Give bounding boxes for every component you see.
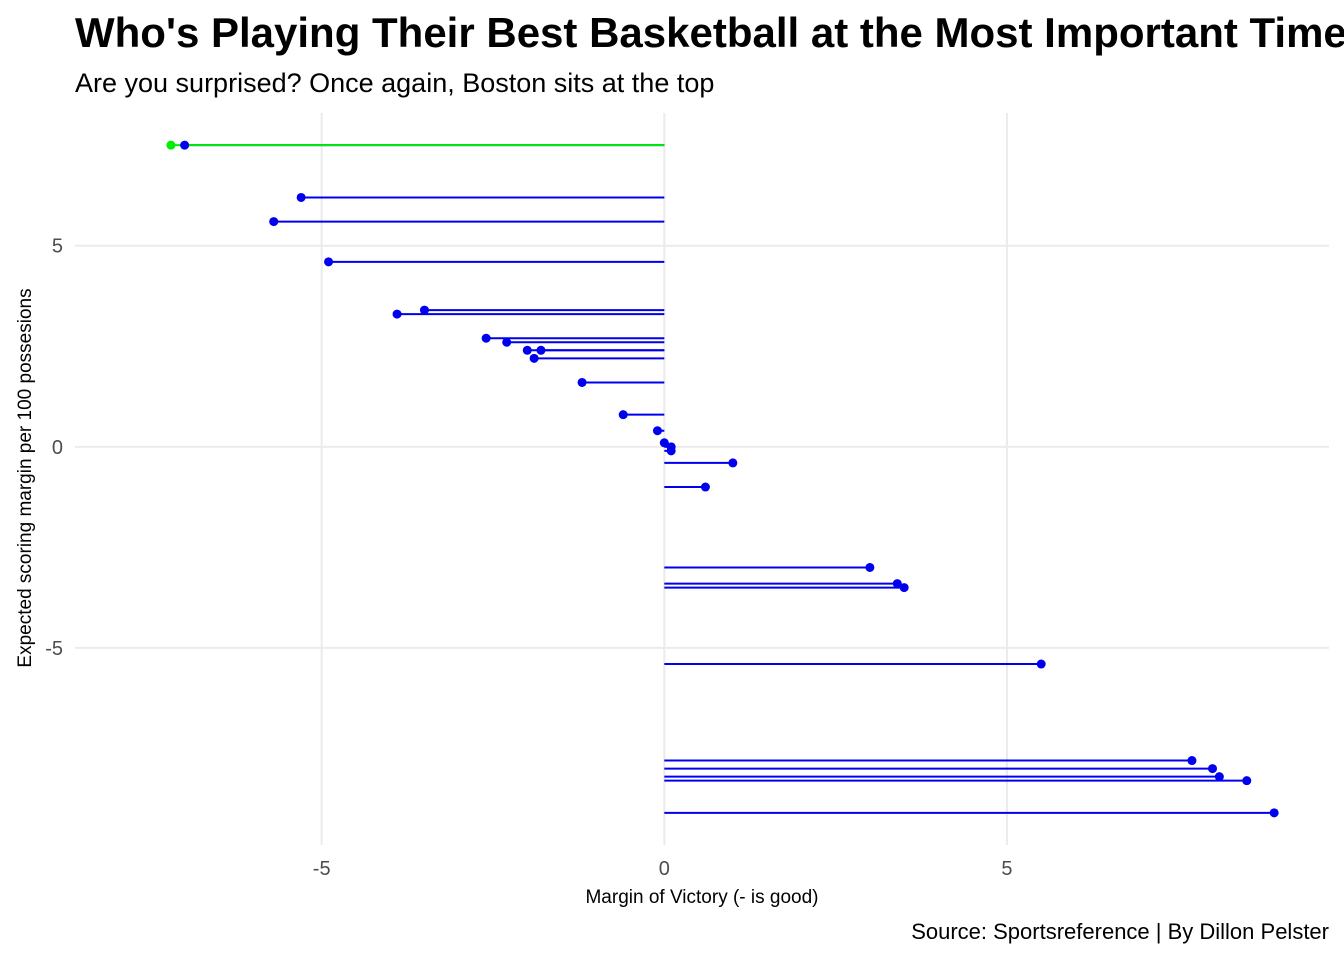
- lollipop-point: [1187, 756, 1197, 766]
- lollipop-point: [1036, 659, 1046, 669]
- lollipop-point: [728, 458, 738, 468]
- highlight-point: [166, 140, 176, 150]
- lollipop-point: [481, 333, 491, 343]
- lollipop-point: [502, 337, 512, 347]
- lollipop-point: [865, 562, 875, 572]
- lollipop-point: [392, 309, 402, 319]
- lollipop-point: [1269, 808, 1279, 818]
- lollipop-point: [659, 438, 669, 448]
- x-tick-label: -5: [313, 858, 331, 880]
- lollipop-point: [899, 583, 909, 593]
- x-tick-label: 5: [1001, 858, 1012, 880]
- chart-title: Who's Playing Their Best Basketball at t…: [75, 9, 1344, 56]
- y-axis-title: Expected scoring margin per 100 possesio…: [15, 288, 36, 667]
- x-tick-label: 0: [659, 858, 670, 880]
- y-tick-label: 0: [52, 437, 63, 459]
- lollipop-point: [324, 257, 334, 267]
- chart-caption: Source: Sportsreference | By Dillon Pels…: [911, 919, 1329, 944]
- lollipop-point: [652, 426, 662, 436]
- lollipop-point: [700, 482, 710, 492]
- lollipop-point: [577, 377, 587, 387]
- x-axis-title: Margin of Victory (- is good): [585, 887, 818, 908]
- lollipop-point: [419, 305, 429, 315]
- lollipop-point: [618, 410, 628, 420]
- chart-subtitle: Are you surprised? Once again, Boston si…: [75, 68, 715, 98]
- lollipop-point: [296, 192, 306, 202]
- lollipop-point: [536, 345, 546, 355]
- lollipop-point: [892, 579, 902, 589]
- grid-layer: [75, 113, 1329, 845]
- lollipop-point: [666, 446, 676, 456]
- lollipop-point: [269, 217, 279, 227]
- tick-layer: -5 0 5 -5 0 5: [45, 236, 1012, 880]
- lollipop-point: [522, 345, 532, 355]
- lollipop-point: [1242, 776, 1252, 786]
- lollipop-point: [1214, 772, 1224, 782]
- y-tick-label: 5: [52, 236, 63, 258]
- stem-layer: [170, 144, 1275, 814]
- lollipop-point: [180, 140, 190, 150]
- y-tick-label: -5: [45, 638, 63, 660]
- lollipop-point: [1208, 764, 1218, 774]
- lollipop-point: [529, 353, 539, 363]
- point-layer: [166, 140, 1279, 818]
